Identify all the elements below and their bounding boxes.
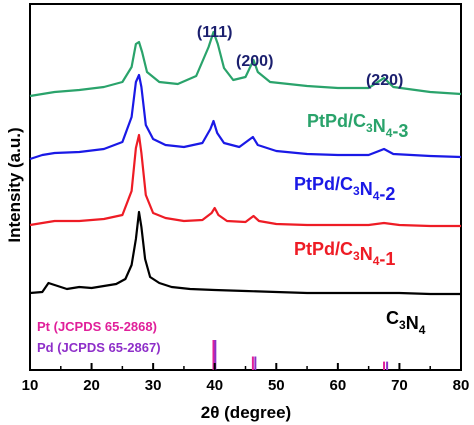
series-line-1	[29, 210, 461, 296]
series-label-2: PtPd/C3N4-1	[294, 239, 395, 269]
reference-patterns	[212, 340, 389, 370]
reference-label-pd: Pd (JCPDS 65-2867)	[37, 340, 161, 355]
x-tick-label: 70	[391, 377, 408, 394]
series-labels: C3N4 PtPd/C3N4-1 PtPd/C3N4-2 PtPd/C3N4-3	[294, 111, 426, 337]
x-axis-title: 2θ (degree)	[201, 403, 291, 422]
series-line-2	[29, 133, 461, 228]
series-line-3	[29, 73, 462, 161]
peak-label: (220)	[366, 72, 403, 89]
series-group	[29, 30, 462, 296]
series-label-4: PtPd/C3N4-3	[307, 111, 408, 141]
reference-label-pt: Pt (JCPDS 65-2868)	[37, 319, 157, 334]
x-tick-label: 80	[453, 377, 470, 394]
y-axis-title: Intensity (a.u.)	[5, 127, 24, 242]
series-line-4	[29, 30, 462, 98]
x-tick-label: 30	[145, 377, 162, 394]
reference-labels: Pt (JCPDS 65-2868) Pd (JCPDS 65-2867)	[37, 319, 161, 355]
x-axis-ticks: 10 20 30 40 50 60 70 80	[22, 363, 470, 394]
peak-label: (111)	[197, 24, 233, 41]
x-tick-label: 60	[330, 377, 347, 394]
peak-label: (200)	[236, 53, 273, 70]
x-tick-label: 10	[22, 377, 39, 394]
x-tick-label: 50	[268, 377, 285, 394]
x-tick-label: 40	[206, 377, 223, 394]
series-label-1: C3N4	[386, 308, 426, 337]
series-label-3: PtPd/C3N4-2	[294, 174, 395, 204]
peak-labels: (111)(200) (220)	[197, 24, 403, 89]
x-tick-label: 20	[83, 377, 100, 394]
